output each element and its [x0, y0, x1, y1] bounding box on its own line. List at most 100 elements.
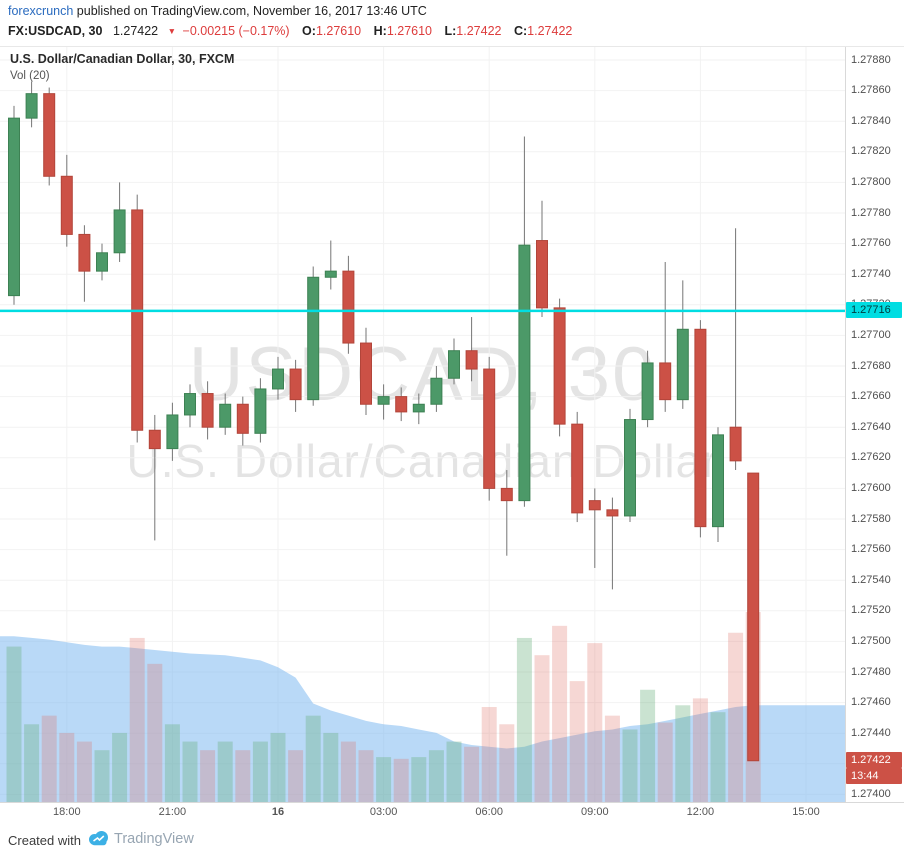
candle-up: [254, 388, 267, 434]
price-tick-label: 1.27700: [851, 328, 891, 341]
volume-bar: [428, 750, 444, 802]
candle-down: [148, 429, 161, 450]
price-tick-label: 1.27620: [851, 451, 891, 464]
time-axis[interactable]: 18:00 21:00 16 03:00 06:00 09:00 12:00 15:00: [0, 806, 845, 826]
time-tick-label: 21:00: [158, 806, 187, 818]
volume-bar: [516, 637, 532, 802]
volume-bar: [147, 663, 163, 802]
volume-bar: [446, 741, 462, 802]
attribution-header: forexcrunch published on TradingView.com…: [0, 0, 904, 47]
price-tick-label: 1.27400: [851, 787, 891, 800]
candle-up: [712, 434, 724, 528]
price-tick-label: 1.27440: [851, 726, 891, 739]
alert-price-flag: 1.27716: [846, 302, 902, 319]
volume-bar: [499, 724, 515, 802]
candle-up: [518, 244, 531, 502]
low-value: 1.27422: [456, 24, 502, 38]
price-tick-label: 1.27740: [851, 267, 891, 280]
volume-bar: [622, 729, 638, 802]
candle-up: [324, 270, 337, 278]
volume-bar: [59, 732, 75, 802]
publisher-link[interactable]: forexcrunch: [8, 4, 74, 18]
volume-bar: [728, 632, 744, 802]
high-label: H:: [373, 24, 387, 38]
candle-down: [553, 307, 566, 425]
tradingview-link[interactable]: TradingView: [88, 830, 194, 848]
candle-up: [8, 117, 20, 297]
candle-down: [571, 423, 584, 514]
price-axis[interactable]: 1.27880 1.27860 1.27840 1.27820 1.27800 1.277…: [846, 46, 904, 802]
chart-canvas[interactable]: USDCAD, 30 U.S. Dollar/Canadian Dollar U…: [0, 46, 845, 802]
price-tick-label: 1.27500: [851, 634, 891, 647]
volume-bar: [217, 741, 233, 802]
candle-down: [659, 362, 672, 401]
price-tick-label: 1.27540: [851, 573, 891, 586]
price-tick-label: 1.27640: [851, 420, 891, 433]
volume-bar: [411, 757, 427, 802]
candle-up: [166, 414, 179, 450]
time-tick-label: 06:00: [475, 806, 503, 818]
volume-bar: [182, 741, 198, 802]
tradingview-brand-text: TradingView: [114, 831, 194, 847]
volume-bar: [323, 732, 339, 802]
candle-down: [289, 368, 302, 401]
time-axis-separator: [0, 802, 904, 803]
candle-down: [43, 93, 56, 177]
volume-bar: [692, 698, 708, 802]
candle-down: [747, 472, 760, 762]
last-price-value: 1.27422: [112, 24, 159, 38]
candle-down: [342, 270, 355, 344]
candle-up: [377, 396, 390, 405]
candle-down: [588, 500, 601, 511]
price-tick-label: 1.27580: [851, 512, 891, 525]
candle-up: [96, 252, 108, 272]
bar-countdown-flag: 13:44: [846, 768, 902, 785]
chart-title: U.S. Dollar/Canadian Dollar, 30, FXCM: [10, 52, 235, 66]
price-tick-label: 1.27820: [851, 145, 891, 158]
close-label: C:: [513, 24, 528, 38]
candle-up: [184, 393, 196, 416]
volume-bar: [675, 705, 691, 802]
quote-line: FX:USDCAD, 30 1.27422 ▼ −0.00215 (−0.17%…: [8, 24, 572, 38]
volume-bar: [587, 643, 603, 802]
price-tick-label: 1.27460: [851, 696, 891, 709]
candle-up: [448, 350, 460, 379]
volume-bar: [6, 646, 22, 802]
price-tick-label: 1.27760: [851, 237, 891, 250]
volume-bar: [657, 722, 673, 802]
candle-down: [236, 403, 249, 434]
candle-down: [360, 342, 372, 405]
candle-up: [272, 368, 284, 390]
candle-up: [25, 93, 38, 119]
volume-bar: [200, 750, 216, 802]
volume-bar: [481, 707, 497, 802]
price-tick-label: 1.27660: [851, 390, 891, 403]
attribution-line: forexcrunch published on TradingView.com…: [8, 4, 427, 18]
volume-bar: [640, 689, 656, 802]
volume-bar: [112, 732, 128, 802]
volume-bar: [604, 715, 620, 802]
high-value: 1.27610: [386, 24, 432, 38]
time-tick-label: 12:00: [686, 806, 715, 818]
volume-ma-area: [0, 636, 845, 802]
volume-bar: [464, 746, 480, 802]
candle-up: [307, 276, 320, 401]
open-label: O:: [302, 24, 316, 38]
candle-down: [78, 233, 91, 272]
volume-bar: [376, 757, 392, 802]
candle-down: [201, 393, 214, 428]
price-tick-label: 1.27780: [851, 206, 891, 219]
price-axis-separator: [845, 46, 846, 803]
footer: Created with TradingView: [0, 826, 904, 856]
price-tick-label: 1.27840: [851, 114, 891, 127]
candle-down: [131, 209, 144, 431]
volume-bar: [76, 741, 92, 802]
volume-bar: [340, 741, 356, 802]
price-tick-label: 1.27860: [851, 84, 891, 97]
volume-bar: [358, 750, 374, 802]
low-label: L:: [444, 24, 457, 38]
price-tick-label: 1.27880: [851, 53, 891, 66]
attribution-text: published on TradingView.com, November 1…: [73, 4, 427, 18]
candle-up: [624, 419, 636, 517]
price-tick-label: 1.27560: [851, 543, 891, 556]
